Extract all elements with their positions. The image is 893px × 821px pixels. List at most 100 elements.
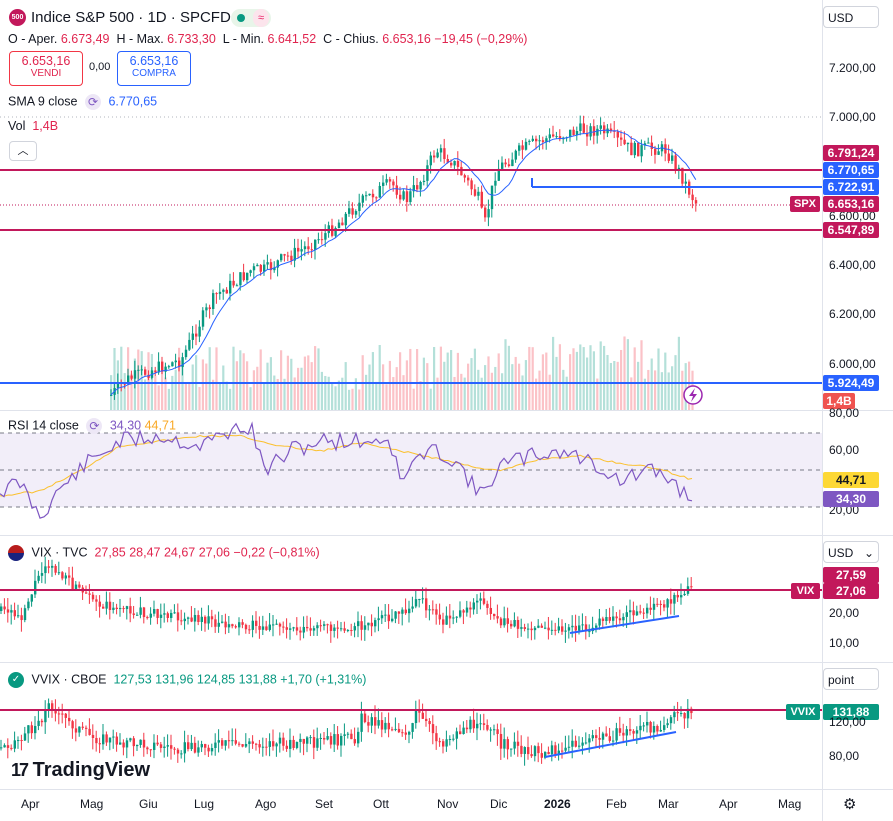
volume-bar bbox=[341, 377, 344, 410]
vix-candle-body bbox=[13, 610, 16, 617]
sma-legend[interactable]: SMA 9 close ⟳ 6.770,65 bbox=[8, 94, 158, 110]
vix-trend-line[interactable] bbox=[569, 615, 680, 634]
settings-gear-icon[interactable]: ⚙ bbox=[843, 796, 857, 813]
vvix-candle-body bbox=[452, 738, 455, 740]
cboe-logo-icon: ✓ bbox=[8, 672, 24, 688]
vvix-candle-body bbox=[319, 737, 322, 739]
volume-bar bbox=[205, 363, 208, 410]
candle-body bbox=[201, 310, 205, 327]
vix-candle-body bbox=[200, 616, 203, 623]
vix-candle-body bbox=[241, 622, 244, 625]
vvix-candle-body bbox=[163, 746, 166, 748]
vix-chart[interactable] bbox=[0, 536, 822, 662]
volume-legend[interactable]: Vol 1,4B bbox=[8, 119, 59, 133]
vvix-candle-body bbox=[54, 709, 57, 714]
currency-selector[interactable]: USD bbox=[823, 6, 879, 28]
candle-body bbox=[606, 128, 609, 134]
vix-candle-body bbox=[418, 599, 421, 601]
vix-candle-body bbox=[268, 624, 271, 630]
volume-bar bbox=[147, 352, 150, 410]
lightning-icon[interactable] bbox=[683, 385, 703, 405]
vix-candle-body bbox=[142, 607, 146, 618]
candle-body bbox=[215, 293, 218, 295]
vvix-candle-body bbox=[523, 747, 526, 754]
unit-button[interactable]: point bbox=[823, 668, 879, 690]
vix-candle-body bbox=[23, 608, 27, 621]
volume-bar bbox=[460, 373, 463, 410]
tradingview-logo[interactable]: 17 TradingView bbox=[11, 759, 151, 781]
volume-bar bbox=[643, 378, 646, 410]
vix-candle-body bbox=[146, 617, 149, 619]
pane-separator-vix bbox=[0, 535, 893, 536]
volume-bar bbox=[161, 367, 164, 410]
vvix-chart[interactable] bbox=[0, 663, 822, 789]
volume-bar bbox=[654, 370, 657, 410]
candle-body bbox=[480, 191, 483, 208]
sync-icon[interactable]: ⟳ bbox=[84, 94, 101, 110]
vix-candle-body bbox=[459, 610, 462, 617]
vix-high-tag: 27,59 bbox=[823, 567, 879, 583]
candle-body bbox=[456, 160, 460, 167]
vix-candle-body bbox=[295, 627, 299, 631]
vix-candle-body bbox=[438, 614, 441, 620]
candle-body bbox=[276, 260, 279, 268]
vix-candle-body bbox=[659, 603, 662, 605]
vvix-trend-line[interactable] bbox=[544, 731, 677, 758]
vvix-candle-body bbox=[629, 729, 632, 731]
volume-bar bbox=[490, 372, 493, 410]
candle-body bbox=[310, 249, 313, 251]
vix-currency-selector[interactable]: USD ⌄ bbox=[823, 541, 879, 563]
market-status-pill[interactable]: ≈ bbox=[231, 9, 271, 27]
vvix-legend[interactable]: ✓ VVIX · CBOE 127,53 131,96 124,85 131,8… bbox=[8, 672, 366, 688]
rsi-legend[interactable]: RSI 14 close ⟳ 34,30 44,71 bbox=[8, 418, 176, 434]
sell-button[interactable]: 6.653,16 VENDI bbox=[9, 51, 83, 86]
vix-candle-body bbox=[554, 629, 557, 631]
vvix-candle-body bbox=[204, 744, 207, 748]
candle-body bbox=[365, 195, 368, 197]
candle-body bbox=[647, 142, 650, 144]
candle-body bbox=[637, 142, 640, 157]
vix-candle-body bbox=[503, 618, 506, 626]
vvix-candle-body bbox=[377, 720, 380, 726]
vvix-candle-body bbox=[391, 729, 394, 731]
x-tick: Mag bbox=[778, 797, 802, 811]
vvix-candle-body bbox=[88, 728, 91, 735]
vix-candle-body bbox=[54, 565, 57, 573]
symbol-title[interactable]: Indice S&P 500 · 1D · SPCFD bbox=[31, 9, 231, 26]
vvix-candle-body bbox=[591, 735, 594, 739]
vvix-candle-body bbox=[81, 726, 84, 728]
candle-body bbox=[144, 369, 147, 375]
volume-bar bbox=[273, 375, 276, 410]
candle-body bbox=[263, 264, 266, 272]
price-chart[interactable] bbox=[0, 0, 822, 410]
collapse-legend-button[interactable]: ︿ bbox=[9, 141, 37, 161]
vvix-candle-body bbox=[180, 753, 183, 755]
vix-candle-body bbox=[3, 606, 6, 610]
volume-bar bbox=[688, 361, 691, 410]
vix-candle-body bbox=[445, 615, 448, 625]
rsi-chart[interactable] bbox=[0, 411, 822, 535]
vvix-candle-body bbox=[537, 746, 540, 754]
vix-candle-body bbox=[261, 626, 265, 630]
spread-value: 0,00 bbox=[89, 61, 111, 73]
vix-candle-body bbox=[37, 575, 40, 581]
vvix-candle-body bbox=[6, 745, 10, 748]
vix-candle-body bbox=[210, 616, 214, 620]
volume-bar bbox=[317, 348, 320, 410]
vvix-candle-body bbox=[438, 741, 441, 743]
vvix-candle-body bbox=[227, 740, 231, 742]
volume-bar bbox=[456, 352, 459, 410]
candle-body bbox=[684, 181, 687, 184]
vix-candle-body bbox=[312, 628, 316, 631]
vvix-candle-body bbox=[530, 754, 533, 757]
vix-candle-body bbox=[221, 621, 224, 623]
sync-icon[interactable]: ⟳ bbox=[86, 418, 103, 434]
candle-body bbox=[130, 375, 133, 379]
volume-bar bbox=[521, 375, 524, 410]
candle-body bbox=[694, 200, 698, 204]
buy-button[interactable]: 6.653,16 COMPRA bbox=[117, 51, 191, 86]
candle-body bbox=[667, 153, 670, 161]
vix-legend[interactable]: VIX · TVC 27,85 28,47 24,67 27,06 −0,22 … bbox=[8, 545, 320, 561]
candle-body bbox=[371, 193, 375, 198]
vix-candle-body bbox=[125, 606, 129, 610]
